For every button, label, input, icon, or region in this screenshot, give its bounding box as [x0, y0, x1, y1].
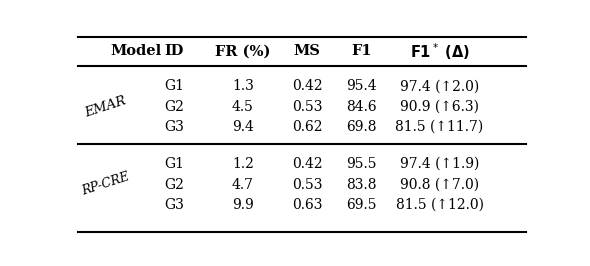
Text: EMAR: EMAR	[83, 94, 128, 119]
Text: 84.6: 84.6	[346, 100, 377, 114]
Text: G1: G1	[165, 157, 184, 171]
Text: 4.7: 4.7	[232, 177, 254, 192]
Text: 69.8: 69.8	[346, 120, 377, 134]
Text: 4.5: 4.5	[232, 100, 254, 114]
Text: Model: Model	[110, 44, 162, 58]
Text: RP-CRE: RP-CRE	[80, 171, 132, 198]
Text: 69.5: 69.5	[346, 198, 377, 212]
Text: 81.5 (↑12.0): 81.5 (↑12.0)	[395, 198, 484, 212]
Text: G2: G2	[165, 177, 184, 192]
Text: $\mathbf{F1}^*\ \mathbf{(\Delta)}$: $\mathbf{F1}^*\ \mathbf{(\Delta)}$	[409, 41, 470, 62]
Text: G2: G2	[165, 100, 184, 114]
Text: FR (%): FR (%)	[215, 44, 271, 58]
Text: 0.63: 0.63	[291, 198, 322, 212]
Text: 90.9 (↑6.3): 90.9 (↑6.3)	[400, 100, 479, 114]
Text: 1.3: 1.3	[232, 79, 254, 93]
Text: 90.8 (↑7.0): 90.8 (↑7.0)	[400, 177, 479, 192]
Text: 0.53: 0.53	[291, 177, 322, 192]
Text: MS: MS	[293, 44, 320, 58]
Text: G3: G3	[165, 198, 184, 212]
Text: 0.62: 0.62	[291, 120, 322, 134]
Text: 0.42: 0.42	[291, 79, 322, 93]
Text: 9.9: 9.9	[232, 198, 254, 212]
Text: 0.42: 0.42	[291, 157, 322, 171]
Text: 97.4 (↑1.9): 97.4 (↑1.9)	[400, 157, 479, 171]
Text: F1: F1	[352, 44, 372, 58]
Text: 95.4: 95.4	[346, 79, 377, 93]
Text: 81.5 (↑11.7): 81.5 (↑11.7)	[395, 120, 484, 134]
Text: 97.4 (↑2.0): 97.4 (↑2.0)	[400, 79, 479, 93]
Text: 83.8: 83.8	[346, 177, 377, 192]
Text: ID: ID	[165, 44, 184, 58]
Text: 0.53: 0.53	[291, 100, 322, 114]
Text: 9.4: 9.4	[232, 120, 254, 134]
Text: G3: G3	[165, 120, 184, 134]
Text: 1.2: 1.2	[232, 157, 254, 171]
Text: 95.5: 95.5	[346, 157, 377, 171]
Text: G1: G1	[165, 79, 184, 93]
